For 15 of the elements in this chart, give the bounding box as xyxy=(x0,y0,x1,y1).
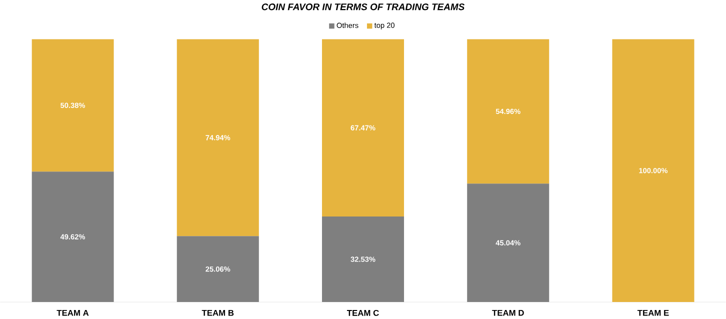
x-tick-label: TEAM E xyxy=(637,310,669,316)
x-tick-label: TEAM C xyxy=(346,310,379,316)
bar xyxy=(322,38,404,216)
x-tick-label: TEAM B xyxy=(202,310,234,316)
bar xyxy=(467,183,550,302)
bar xyxy=(32,171,114,302)
bar xyxy=(467,38,550,184)
bar xyxy=(322,216,404,302)
bar xyxy=(176,38,259,236)
x-tick-label: TEAM A xyxy=(56,310,89,316)
bar xyxy=(612,38,694,302)
bar xyxy=(32,38,114,172)
chart-title: COIN FAVOR IN TERMS OF TRADING TEAMS xyxy=(262,3,465,10)
bar xyxy=(176,236,259,302)
x-tick-label: TEAM D xyxy=(492,310,524,316)
